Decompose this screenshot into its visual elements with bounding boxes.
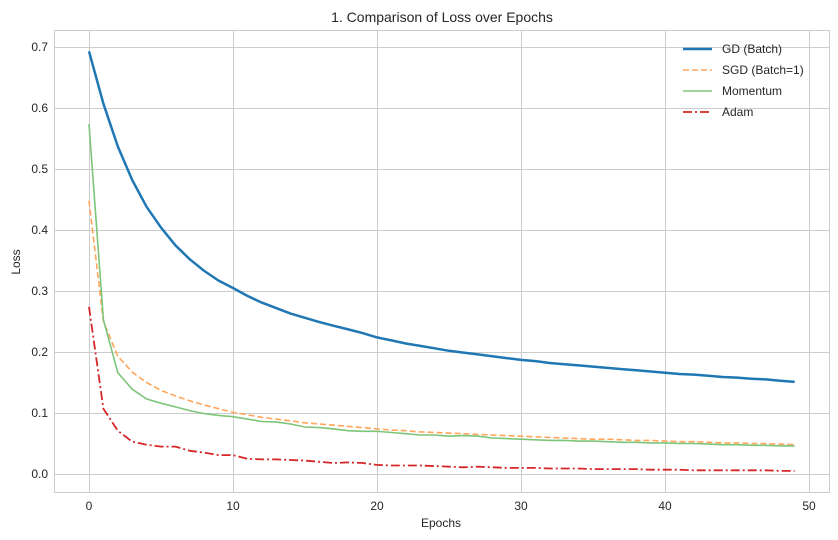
series-sgd-batch-1 bbox=[88, 200, 795, 446]
x-tick-label: 10 bbox=[226, 499, 240, 513]
y-axis-ticks: 0.0 0.1 0.2 0.3 0.4 0.5 0.6 0.7 bbox=[31, 40, 48, 481]
y-tick-label: 0.1 bbox=[31, 406, 48, 420]
grid-lines bbox=[54, 30, 829, 492]
x-tick-label: 40 bbox=[658, 499, 672, 513]
legend-item: GD (Batch) bbox=[683, 42, 782, 56]
y-tick-label: 0.5 bbox=[31, 162, 48, 176]
legend-label: Momentum bbox=[722, 84, 782, 98]
y-tick-label: 0.7 bbox=[31, 40, 48, 54]
x-axis-label: Epochs bbox=[421, 516, 461, 530]
legend-label: GD (Batch) bbox=[722, 42, 782, 56]
x-axis-ticks: 0 10 20 30 40 50 bbox=[86, 499, 816, 513]
x-tick-label: 20 bbox=[370, 499, 384, 513]
legend-label: Adam bbox=[722, 105, 753, 119]
chart-title: 1. Comparison of Loss over Epochs bbox=[331, 9, 553, 25]
x-tick-label: 30 bbox=[514, 499, 528, 513]
y-axis-label: Loss bbox=[9, 249, 23, 274]
series-momentum bbox=[88, 123, 795, 447]
legend-item: Momentum bbox=[683, 84, 782, 98]
x-tick-label: 50 bbox=[802, 499, 816, 513]
series-lines bbox=[87, 50, 795, 472]
y-tick-label: 0.6 bbox=[31, 101, 48, 115]
legend-item: Adam bbox=[683, 105, 753, 119]
y-tick-label: 0.4 bbox=[31, 223, 48, 237]
legend-label: SGD (Batch=1) bbox=[722, 63, 804, 77]
y-tick-label: 0.3 bbox=[31, 284, 48, 298]
x-tick-label: 0 bbox=[86, 499, 93, 513]
legend: GD (Batch) SGD (Batch=1) Momentum Adam bbox=[683, 42, 804, 119]
series-adam bbox=[88, 306, 795, 472]
y-tick-label: 0.2 bbox=[31, 345, 48, 359]
plot-area-frame bbox=[54, 30, 830, 493]
legend-item: SGD (Batch=1) bbox=[683, 63, 804, 77]
series-gd-batch bbox=[87, 50, 795, 384]
y-tick-label: 0.0 bbox=[31, 467, 48, 481]
